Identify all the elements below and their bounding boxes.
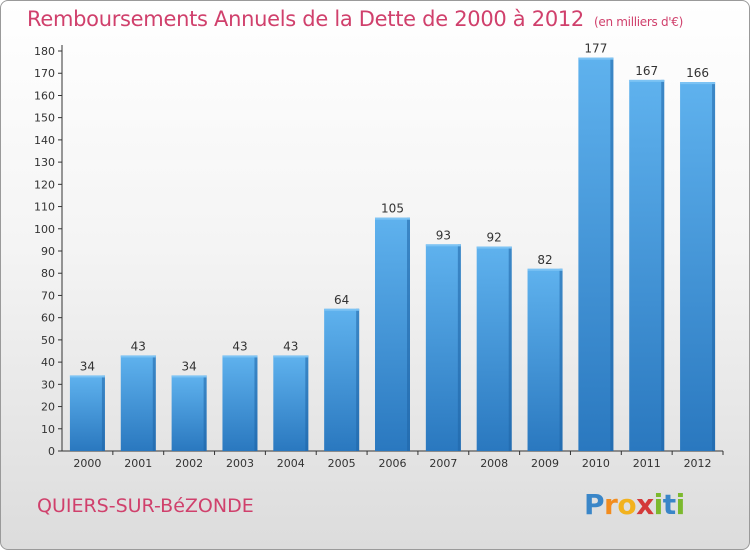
y-tick-label: 80 [41, 267, 55, 280]
bar-value-label: 105 [381, 202, 404, 216]
bar-top [425, 244, 461, 247]
logo-letter: i [675, 488, 686, 521]
bar-value-label: 43 [232, 339, 247, 353]
bar-side [356, 308, 360, 451]
bar [629, 79, 665, 451]
x-tick-label: 2002 [175, 457, 203, 470]
logo-letter: r [604, 488, 618, 521]
y-tick-label: 150 [34, 112, 55, 125]
bar-value-label: 43 [283, 339, 298, 353]
bar [120, 355, 156, 451]
y-tick-label: 130 [34, 156, 55, 169]
y-tick-label: 140 [34, 134, 55, 147]
x-tick-label: 2003 [226, 457, 254, 470]
bar-top [527, 268, 563, 271]
bar-top [629, 79, 665, 82]
y-tick-label: 160 [34, 89, 55, 102]
unit-note: (en milliers d'€) [594, 15, 684, 29]
bar-side [661, 79, 665, 451]
y-tick-label: 10 [41, 423, 55, 436]
x-tick-label: 2008 [480, 457, 508, 470]
bar-value-label: 166 [686, 66, 709, 80]
y-tick-label: 70 [41, 289, 55, 302]
bar [527, 268, 563, 451]
y-tick-label: 170 [34, 67, 55, 80]
logo-letter: o [617, 488, 637, 521]
bar-side [610, 57, 614, 452]
bar-top [120, 355, 156, 358]
chart-title-text: Remboursements Annuels de la Dette de 20… [27, 7, 584, 31]
logo-letter: x [636, 488, 654, 521]
x-tick-label: 2001 [124, 457, 152, 470]
y-tick-label: 90 [41, 245, 55, 258]
x-tick-label: 2006 [379, 457, 407, 470]
bar-side [305, 355, 309, 451]
chart-title: Remboursements Annuels de la Dette de 20… [27, 7, 683, 31]
bar-side [457, 244, 461, 451]
y-tick-label: 180 [34, 45, 55, 58]
bar-top [171, 375, 207, 378]
bar-side [508, 246, 512, 451]
bar-side [254, 355, 258, 451]
bar-side [712, 82, 716, 451]
logo-letter: t [662, 488, 676, 521]
y-tick-label: 100 [34, 223, 55, 236]
bar [425, 244, 461, 451]
x-tick-label: 2007 [429, 457, 457, 470]
y-tick-label: 120 [34, 178, 55, 191]
bar-value-label: 64 [334, 293, 349, 307]
y-tick-label: 110 [34, 201, 55, 214]
bar-side [559, 268, 563, 451]
bar [680, 82, 716, 451]
bar [69, 375, 105, 451]
logo-letter: i [653, 488, 664, 521]
bar [273, 355, 309, 451]
x-tick-label: 2009 [531, 457, 559, 470]
bar-top [273, 355, 309, 358]
y-tick-label: 0 [48, 445, 55, 458]
x-tick-label: 2000 [73, 457, 101, 470]
bar [578, 57, 614, 452]
logo-letter: P [584, 488, 605, 521]
x-tick-label: 2011 [633, 457, 661, 470]
proxiti-logo: Proxiti [584, 488, 685, 521]
x-tick-label: 2005 [328, 457, 356, 470]
bar-side [203, 375, 207, 451]
bar-value-label: 177 [584, 42, 607, 56]
bar-top [680, 82, 716, 85]
bar-top [222, 355, 258, 358]
y-tick-label: 30 [41, 378, 55, 391]
bar-side [152, 355, 156, 451]
bar-value-label: 34 [181, 359, 196, 373]
x-tick-label: 2012 [684, 457, 712, 470]
y-tick-label: 20 [41, 401, 55, 414]
bar-top [476, 246, 512, 249]
bar-value-label: 82 [537, 253, 552, 267]
bar-value-label: 92 [487, 231, 502, 245]
y-tick-label: 40 [41, 356, 55, 369]
bar-top [324, 308, 360, 311]
bar [222, 355, 258, 451]
bar-value-label: 43 [131, 339, 146, 353]
bar [171, 375, 207, 451]
bar-top [578, 57, 614, 60]
bar [375, 217, 410, 451]
bar [476, 246, 512, 451]
commune-name: QUIERS-SUR-BéZONDE [37, 495, 254, 517]
y-tick-label: 60 [41, 312, 55, 325]
bar-top [69, 375, 105, 378]
bar-side [101, 375, 105, 451]
bar-value-label: 34 [80, 359, 95, 373]
bar-value-label: 167 [635, 64, 658, 78]
y-tick-label: 50 [41, 334, 55, 347]
x-tick-label: 2010 [582, 457, 610, 470]
bar-value-label: 93 [436, 228, 451, 242]
bar [324, 308, 360, 451]
bar-side [407, 217, 410, 451]
x-tick-label: 2004 [277, 457, 305, 470]
bar-top [375, 217, 410, 220]
